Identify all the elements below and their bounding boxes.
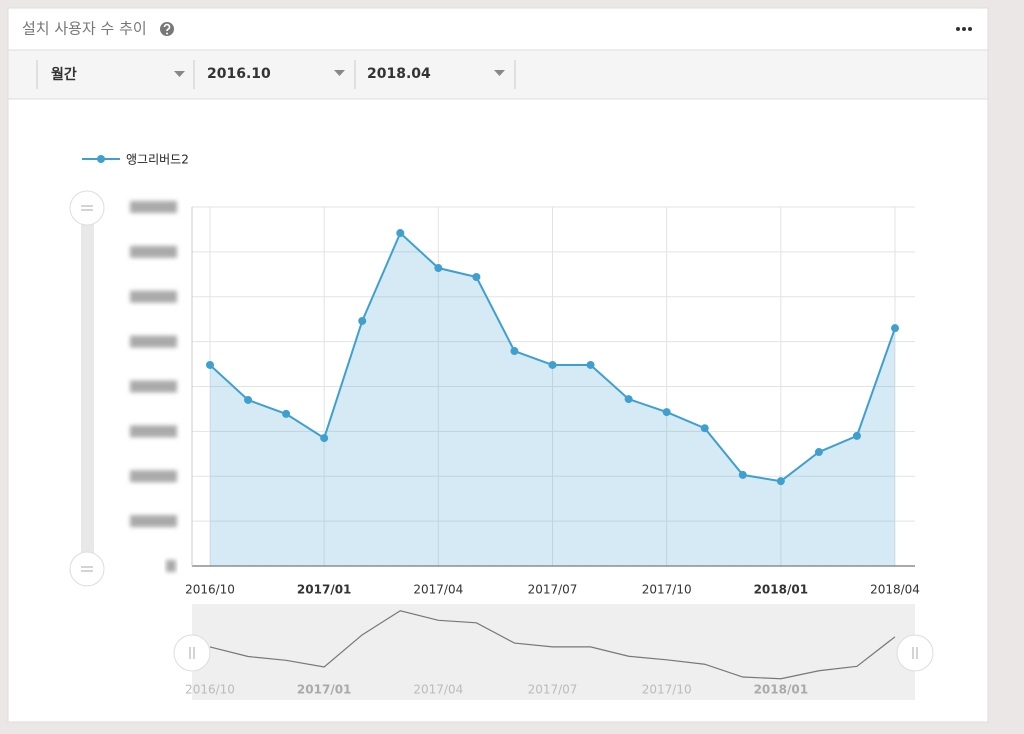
point xyxy=(244,395,253,404)
x-tick-label: 2017/01 xyxy=(297,583,351,597)
y-tick-label-blurred xyxy=(130,201,177,213)
navigator-tick-label: 2016/10 xyxy=(185,683,235,697)
y-tick-label-blurred xyxy=(130,290,177,303)
y-zoom-handle-top[interactable] xyxy=(69,190,105,226)
navigator-tick-label: 2017/04 xyxy=(413,683,463,697)
point xyxy=(814,448,823,457)
y-tick-label-blurred xyxy=(130,425,177,438)
y-tick-label-blurred xyxy=(130,380,177,393)
y-zoom-handle-bottom[interactable] xyxy=(69,551,105,587)
y-tick-label-blurred xyxy=(130,335,177,348)
point xyxy=(852,431,861,440)
filter-dividers xyxy=(36,60,516,89)
x-tick-label: 2018/01 xyxy=(754,583,808,597)
point xyxy=(586,360,595,369)
y-tick-label-blurred xyxy=(130,515,177,528)
point xyxy=(548,360,557,369)
navigator-handle-right[interactable] xyxy=(896,634,934,672)
point xyxy=(700,424,709,433)
card xyxy=(7,7,989,723)
dropdown-label: 2018.04 xyxy=(367,66,431,82)
point xyxy=(891,324,899,333)
start-dropdown[interactable]: 2016.10 xyxy=(207,66,345,82)
point xyxy=(320,434,329,443)
point xyxy=(510,347,519,356)
navigator-tick-label: 2017/07 xyxy=(528,683,578,697)
y-tick-label-blurred xyxy=(130,470,177,483)
point xyxy=(282,409,291,418)
navigator-line xyxy=(209,610,896,680)
point xyxy=(662,408,671,417)
x-tick-label: 2017/04 xyxy=(413,583,463,597)
dropdown-label: 월간 xyxy=(51,66,77,83)
point xyxy=(738,470,747,479)
x-tick-label: 2018/04 xyxy=(870,583,920,597)
chart-layer: 2016/10 2016/10 2017/01 2017/01 2017/04 2017/… xyxy=(130,201,920,697)
point xyxy=(358,316,367,325)
month-dropdown[interactable]: 월간 xyxy=(51,66,185,83)
x-tick-label: 2017/07 xyxy=(528,583,578,597)
filter-bar xyxy=(7,49,989,100)
legend-item[interactable]: 앵그리버드2 xyxy=(82,153,189,167)
more-menu[interactable] xyxy=(956,27,972,31)
end-dropdown[interactable]: 2018.04 xyxy=(367,66,505,82)
y-zoom-track xyxy=(81,207,94,569)
legend-label: 앵그리버드2 xyxy=(126,153,189,167)
y-tick-label-blurred xyxy=(130,245,177,258)
point xyxy=(434,264,443,273)
dropdown-label: 2016.10 xyxy=(207,66,271,82)
navigator-tick-label: 2018/01 xyxy=(754,683,808,697)
navigator-handle-left[interactable] xyxy=(173,634,211,672)
point xyxy=(396,229,405,238)
legend-dot xyxy=(97,155,105,163)
area xyxy=(210,233,895,566)
point xyxy=(472,273,481,282)
point xyxy=(206,360,214,369)
navigator-tick-label: 2017/10 xyxy=(642,683,692,697)
navigator xyxy=(192,604,915,700)
x-tick-label: 2017/10 xyxy=(642,583,692,597)
x-tick-label: 2016/10 xyxy=(185,583,235,597)
point xyxy=(776,477,785,486)
navigator-tick-label: 2017/01 xyxy=(297,683,351,697)
y-tick-label-blurred xyxy=(166,560,176,572)
point xyxy=(624,395,633,404)
help-icon[interactable] xyxy=(160,22,174,36)
card-title: 설치 사용자 수 추이 xyxy=(22,20,147,38)
